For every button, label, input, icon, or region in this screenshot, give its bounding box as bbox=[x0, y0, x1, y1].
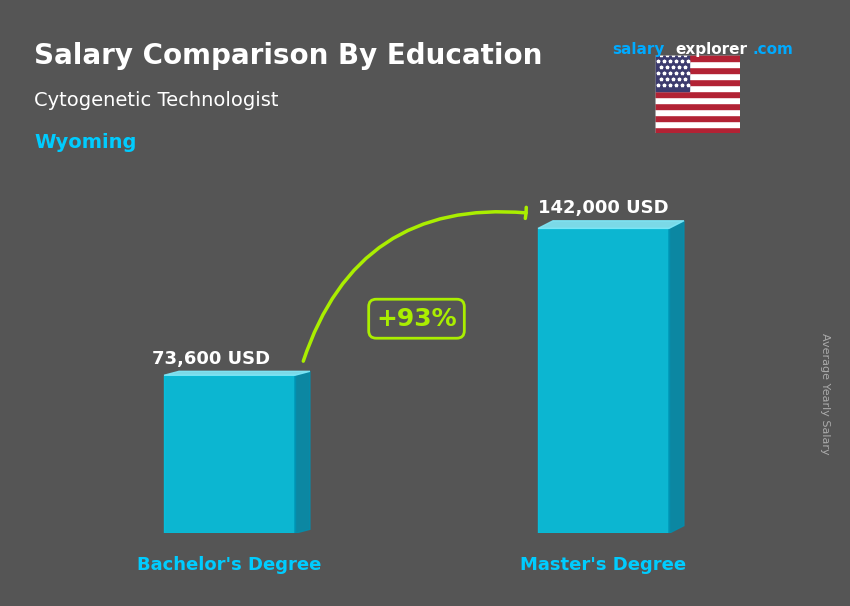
Text: 142,000 USD: 142,000 USD bbox=[538, 199, 669, 217]
Text: 73,600 USD: 73,600 USD bbox=[152, 350, 269, 368]
Bar bbox=[164, 375, 295, 533]
Bar bbox=[654, 55, 740, 61]
Text: .com: .com bbox=[752, 42, 793, 58]
Polygon shape bbox=[295, 371, 310, 533]
Text: explorer: explorer bbox=[676, 42, 748, 58]
Bar bbox=[654, 103, 740, 109]
Text: +93%: +93% bbox=[377, 307, 456, 331]
Text: salary: salary bbox=[612, 42, 665, 58]
Text: Wyoming: Wyoming bbox=[34, 133, 136, 152]
Text: Master's Degree: Master's Degree bbox=[520, 556, 687, 574]
Bar bbox=[654, 55, 688, 91]
Polygon shape bbox=[164, 371, 310, 375]
Bar bbox=[538, 228, 669, 533]
Bar bbox=[654, 85, 740, 91]
Bar bbox=[654, 109, 740, 115]
Bar bbox=[654, 127, 740, 133]
Text: Bachelor's Degree: Bachelor's Degree bbox=[138, 556, 321, 574]
Text: Cytogenetic Technologist: Cytogenetic Technologist bbox=[34, 91, 279, 110]
Bar bbox=[654, 91, 740, 97]
Bar bbox=[654, 115, 740, 121]
Polygon shape bbox=[669, 221, 684, 533]
Polygon shape bbox=[538, 221, 684, 228]
Bar bbox=[654, 79, 740, 85]
Bar bbox=[654, 61, 740, 67]
Bar bbox=[654, 73, 740, 79]
Bar bbox=[654, 67, 740, 73]
Bar bbox=[654, 121, 740, 127]
Bar bbox=[654, 97, 740, 103]
Text: Salary Comparison By Education: Salary Comparison By Education bbox=[34, 42, 542, 70]
Text: Average Yearly Salary: Average Yearly Salary bbox=[819, 333, 830, 454]
